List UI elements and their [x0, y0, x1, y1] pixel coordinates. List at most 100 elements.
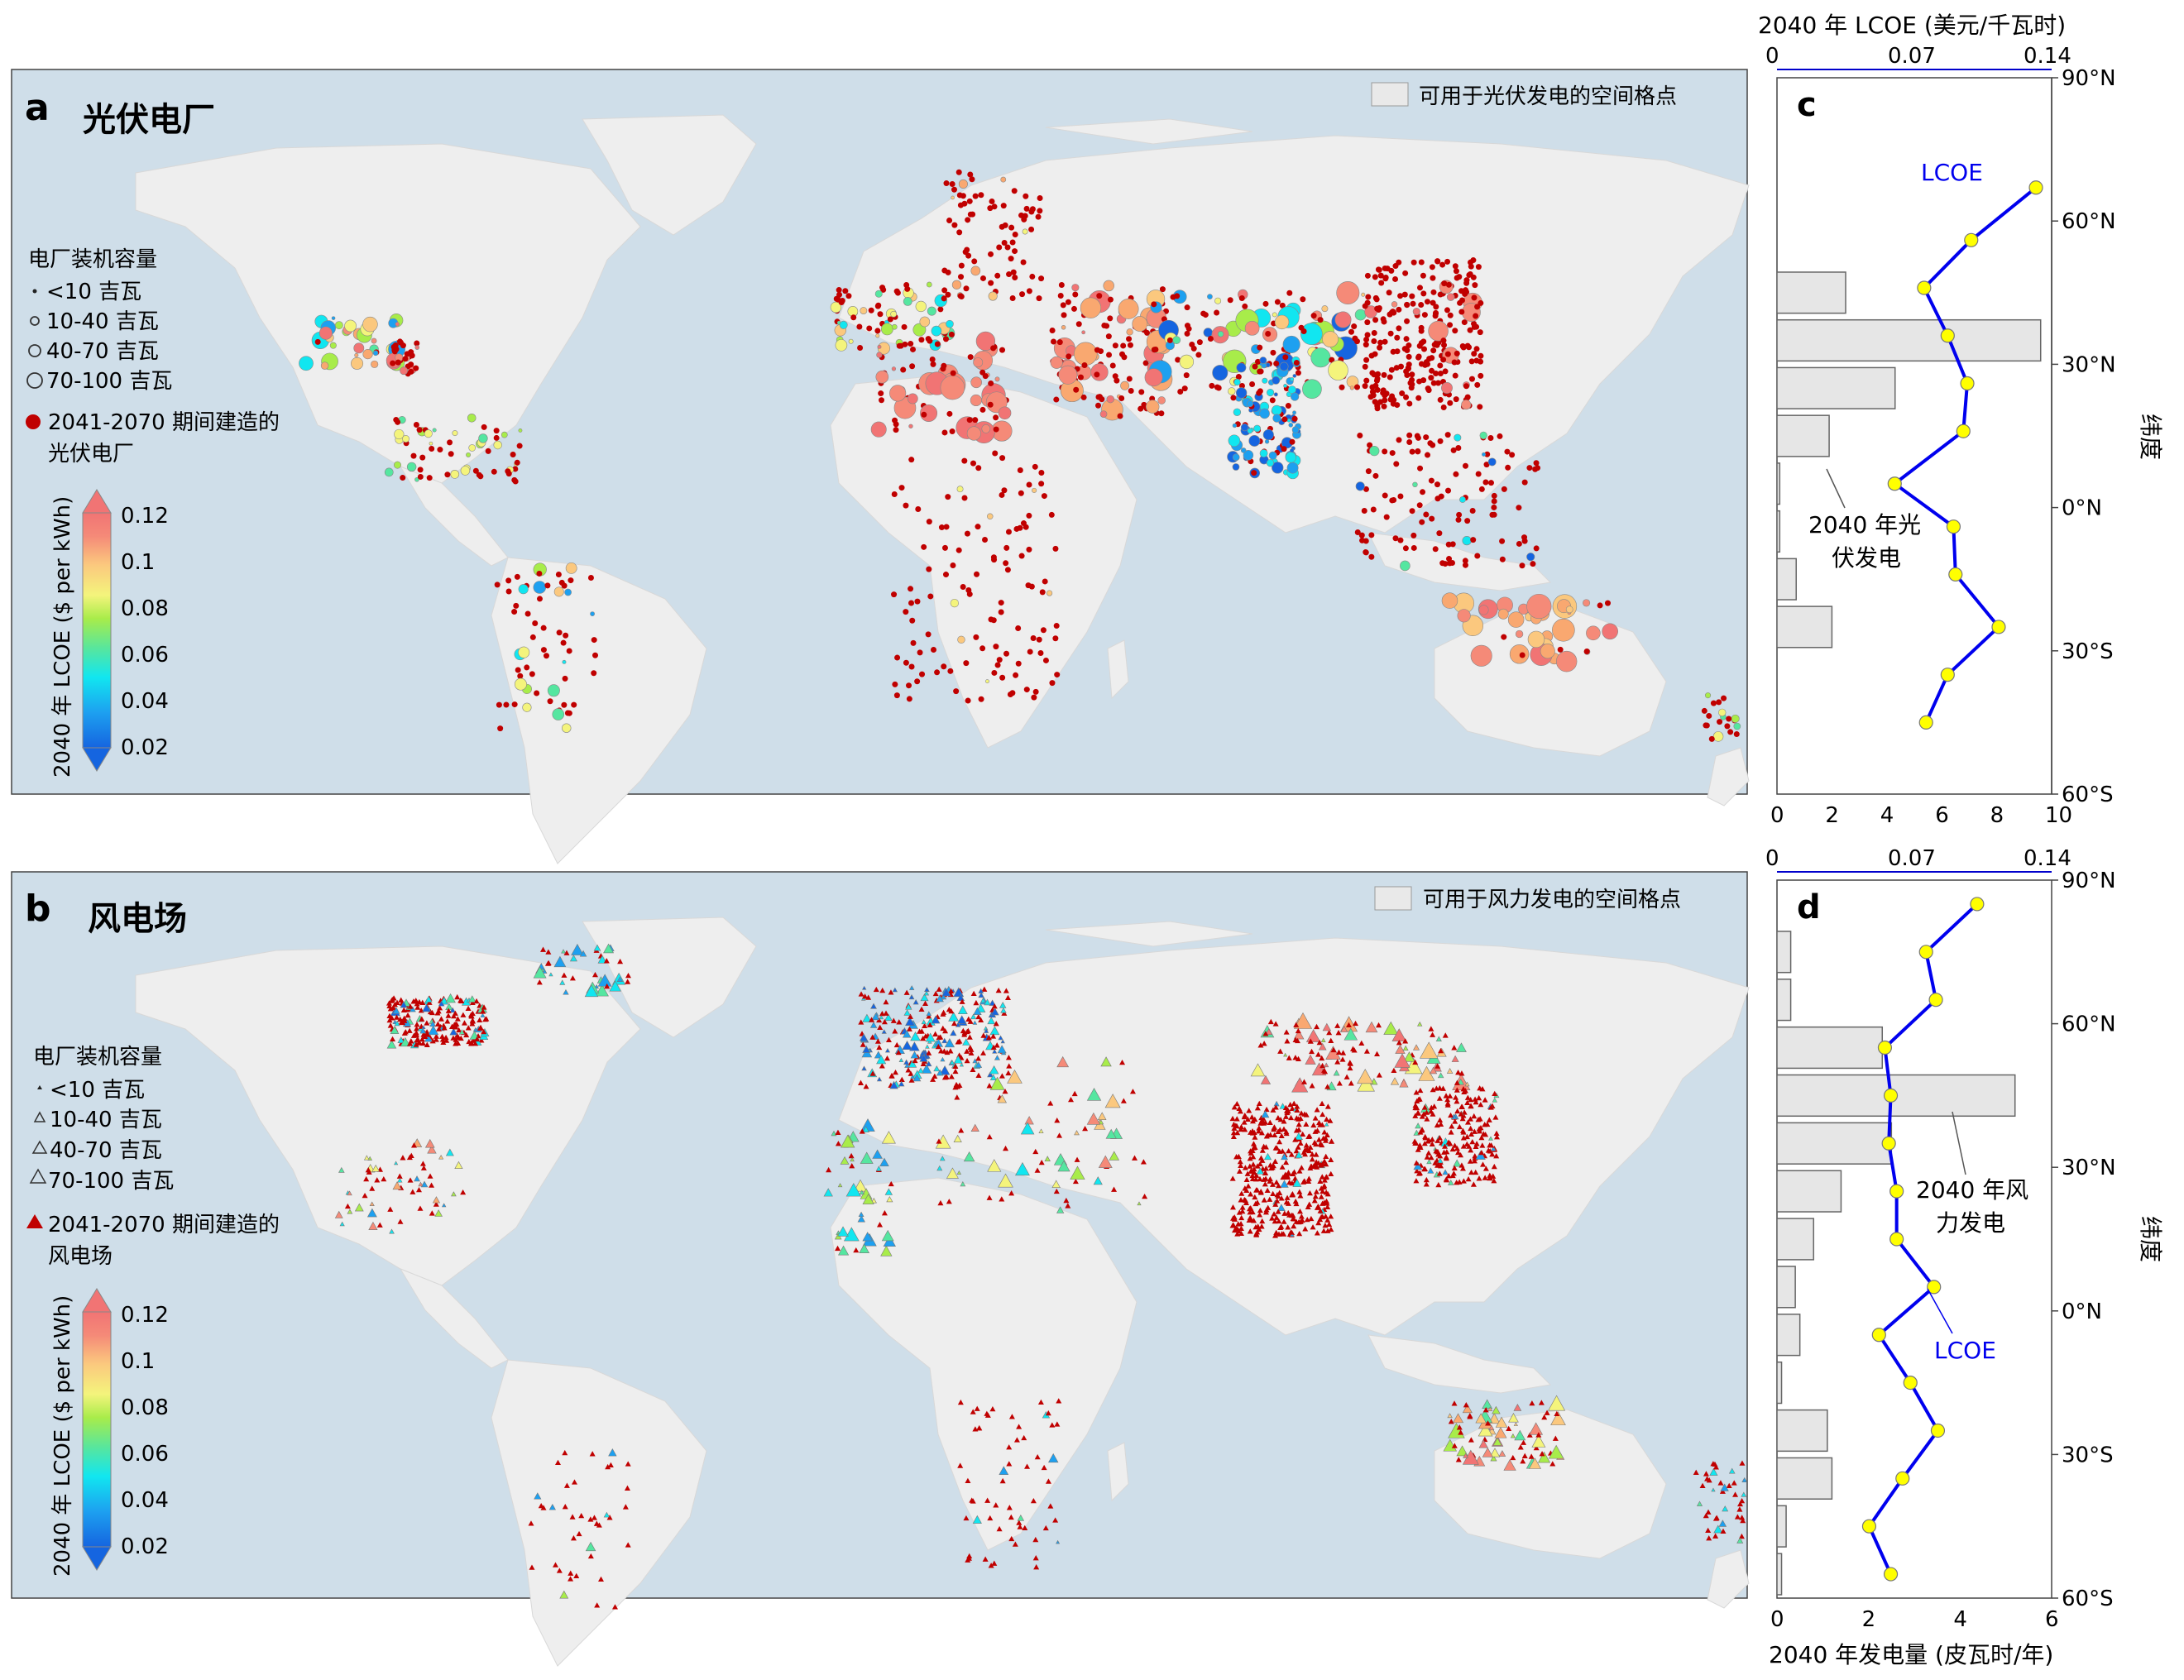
plant-marker [571, 701, 577, 708]
plant-marker [970, 990, 977, 997]
plant-marker [1552, 618, 1575, 642]
plant-marker [1259, 1147, 1266, 1153]
plant-marker [1281, 1118, 1287, 1124]
plant-marker [903, 659, 909, 666]
panel-b-title: 风电场 [88, 900, 187, 938]
plant-marker [975, 1072, 982, 1078]
plant-marker [1741, 1491, 1747, 1497]
plant-marker [421, 1025, 426, 1029]
generation-label-line1: 2040 年风 [1916, 1176, 2028, 1204]
plant-marker [949, 181, 956, 188]
plant-marker [1261, 1041, 1267, 1046]
plant-marker [532, 620, 539, 626]
plant-marker [968, 1050, 975, 1056]
plant-marker [1487, 480, 1494, 486]
plant-marker [1253, 1172, 1260, 1178]
plant-marker [1000, 1007, 1007, 1013]
plant-marker [518, 646, 530, 658]
plant-marker [1281, 1126, 1287, 1132]
plant-marker [881, 1029, 887, 1034]
plant-marker [1276, 1138, 1283, 1145]
plant-marker [1295, 1027, 1301, 1034]
plant-marker [592, 971, 598, 978]
plant-marker [925, 631, 932, 638]
plant-marker [1554, 1410, 1560, 1417]
plant-marker [1300, 1079, 1307, 1084]
plant-marker [1260, 1119, 1267, 1126]
plant-marker [1339, 1056, 1346, 1062]
plant-marker [1397, 363, 1404, 370]
plant-marker [997, 1045, 1007, 1054]
plant-marker [1231, 1104, 1238, 1110]
plant-marker [936, 994, 944, 1003]
plant-marker [1454, 1098, 1460, 1104]
plant-marker [1413, 1178, 1420, 1184]
plant-marker [1402, 270, 1409, 276]
new-plant-legend-line2: 风电场 [48, 1244, 113, 1269]
plant-marker [1284, 1194, 1291, 1200]
plant-marker [1448, 1180, 1454, 1185]
plant-marker [1410, 532, 1417, 538]
plant-marker [406, 462, 417, 472]
plant-marker [1464, 1094, 1471, 1100]
plant-marker [1018, 553, 1025, 559]
colorbar-label: 2040 年 LCOE ($ per kWh) [50, 496, 75, 778]
plant-marker [1422, 1165, 1429, 1172]
plant-marker [848, 338, 854, 344]
plant-marker [505, 471, 512, 477]
plant-marker [1008, 1535, 1015, 1542]
plant-marker [1031, 694, 1037, 701]
plant-marker [930, 361, 936, 367]
lcoe-point [2028, 180, 2043, 195]
plant-marker [1477, 329, 1483, 336]
plant-marker [604, 983, 611, 989]
plant-marker [1228, 434, 1241, 447]
plant-marker [465, 1025, 472, 1031]
plant-marker [1310, 347, 1331, 368]
lat-tick-label: 60°S [2062, 783, 2114, 807]
plant-marker [587, 1516, 594, 1522]
plant-marker [945, 494, 951, 500]
plant-marker [1283, 1052, 1288, 1057]
plant-marker [587, 1553, 594, 1559]
plant-marker [967, 354, 974, 361]
plant-marker [400, 1007, 407, 1012]
plant-marker [1381, 371, 1387, 378]
plant-marker [518, 428, 523, 433]
plant-marker [1310, 1122, 1317, 1128]
lcoe-point [1930, 1423, 1946, 1438]
plant-marker [1138, 405, 1144, 412]
plant-marker [926, 1013, 932, 1019]
plant-marker [1290, 1170, 1296, 1177]
plant-marker [414, 1022, 420, 1027]
plant-marker [902, 1040, 912, 1051]
plant-marker [478, 1037, 485, 1043]
plant-marker [401, 1015, 408, 1021]
plant-marker [987, 1515, 994, 1521]
plant-marker [1434, 481, 1440, 488]
plant-marker [1704, 692, 1712, 699]
plant-marker [1447, 1413, 1453, 1419]
plant-marker [1528, 1453, 1535, 1459]
plant-marker [1112, 373, 1118, 380]
plant-marker [988, 1563, 994, 1568]
plant-marker [1404, 347, 1410, 354]
plant-marker [1257, 1207, 1263, 1213]
plant-marker [494, 582, 500, 588]
plant-marker [456, 1027, 462, 1033]
plant-marker [578, 1513, 585, 1519]
plant-marker [831, 1130, 837, 1137]
plant-marker [505, 577, 512, 584]
plant-marker [1353, 338, 1360, 345]
plant-marker [957, 635, 965, 644]
plant-marker [1482, 1097, 1488, 1103]
plant-marker [898, 1057, 904, 1063]
plant-marker [409, 1006, 416, 1012]
plant-marker [1228, 387, 1236, 395]
plant-marker [625, 979, 631, 984]
plant-marker [871, 1012, 880, 1021]
plant-marker [1306, 1189, 1313, 1196]
plant-marker [444, 471, 451, 478]
plant-marker [937, 1034, 944, 1040]
plant-marker [904, 285, 911, 292]
